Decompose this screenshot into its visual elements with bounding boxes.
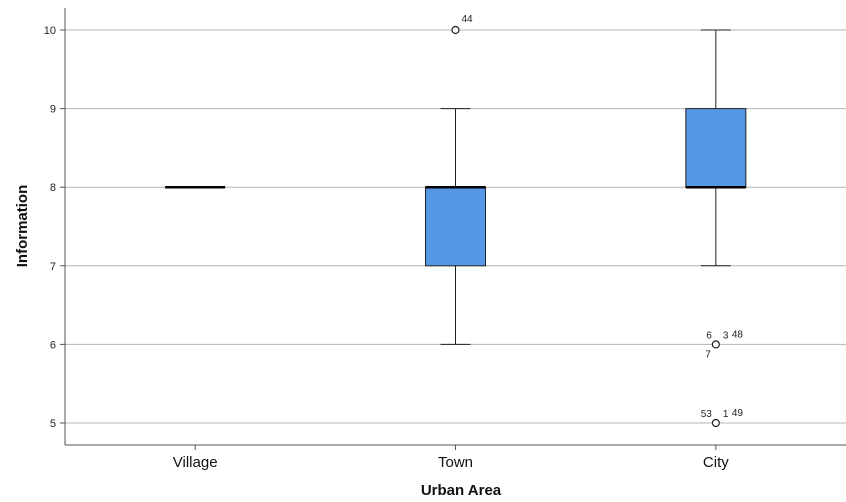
y-tick-label: 6 [50, 339, 56, 351]
y-tick-label: 5 [50, 418, 56, 430]
y-tick-label: 9 [50, 104, 56, 116]
outlier-label: 49 [732, 408, 744, 419]
outlier-label: 48 [732, 329, 744, 340]
y-tick-label: 8 [50, 182, 56, 194]
outlier-label: 6 [706, 330, 712, 341]
outlier-label: 3 [723, 330, 729, 341]
y-ticks: 5 6 7 8 9 10 [44, 25, 65, 430]
box-town: 44 [425, 14, 486, 345]
box-city: 6 3 48 7 53 1 49 [685, 29, 747, 428]
iqr-box [685, 108, 747, 188]
outlier-label: 53 [701, 409, 713, 420]
outlier-point [711, 340, 720, 349]
outlier-label: 7 [705, 349, 711, 360]
y-tick-label: 10 [44, 25, 56, 37]
y-axis-title: Information [14, 185, 31, 268]
outlier-label: 1 [723, 409, 729, 420]
outlier-point [451, 25, 460, 35]
boxes: 44 6 3 48 7 53 1 49 [165, 14, 747, 428]
outlier-point [711, 418, 720, 428]
x-axis-title: Urban Area [421, 482, 502, 499]
y-tick-label: 7 [50, 261, 56, 273]
x-tick-label: Village [173, 454, 218, 471]
outlier-label: 44 [462, 14, 474, 25]
x-tick-label: Town [438, 454, 473, 471]
x-tick-label: City [703, 454, 729, 471]
x-ticks: Village Town City [173, 445, 729, 471]
iqr-box [425, 186, 486, 267]
